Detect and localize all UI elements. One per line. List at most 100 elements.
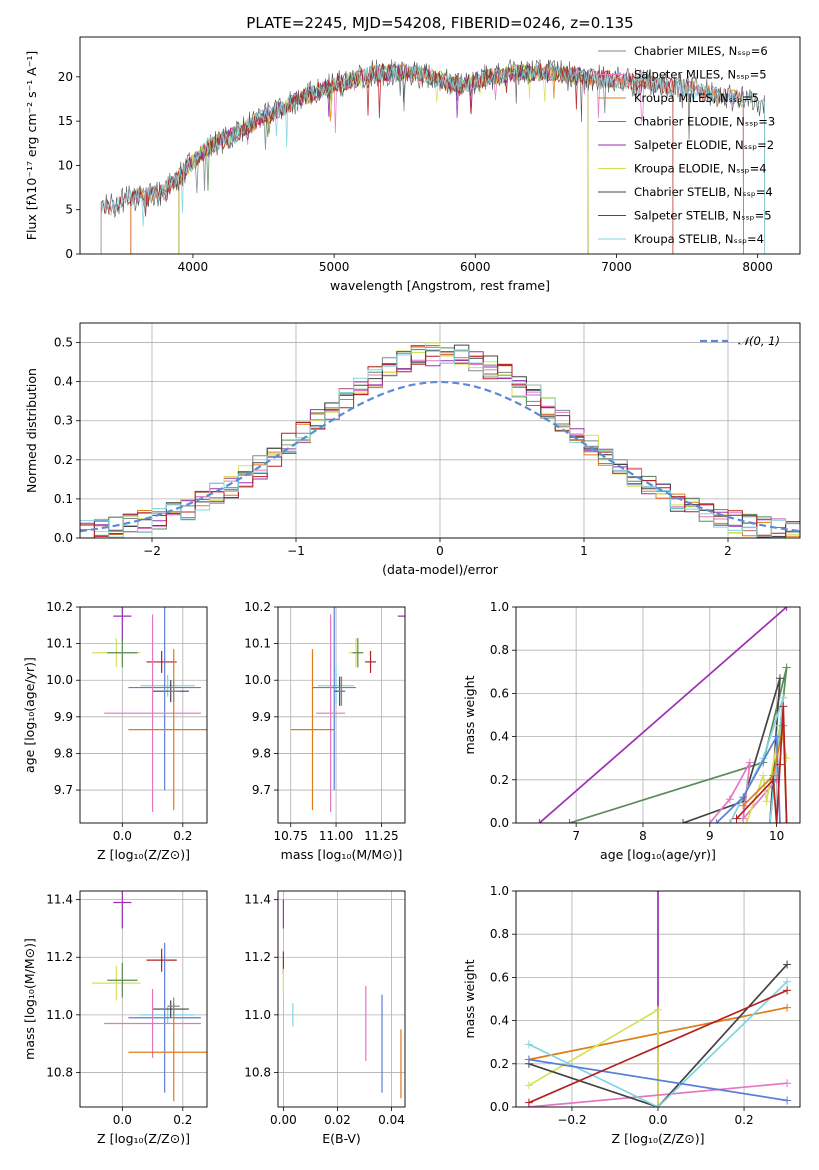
y-tick-label: 0.0 [54, 531, 73, 545]
weight-marker [765, 819, 774, 823]
axes-frame [515, 606, 801, 824]
weight-marker [779, 702, 788, 711]
weight-marker [732, 814, 741, 823]
y-tick-label: 0.0 [490, 1100, 509, 1114]
panel-mass_Z: 0.0 0.2 10.8 11.0 11.2 11.4 Z [log₁₀(Z/Z⊙)] mas… [22, 890, 208, 1146]
weight-marker [759, 771, 768, 780]
x-tick-label: 7000 [601, 260, 632, 274]
y-tick-label: 9.7 [54, 783, 73, 797]
weight-line [528, 981, 788, 1107]
y-tick-label: 9.8 [252, 746, 271, 760]
panel-mass_ebv: 0.00 0.02 0.04 10.8 11.0 11.2 11.4 E(B-V) [244, 890, 406, 1146]
x-tick-label: 0.00 [270, 1113, 297, 1127]
panel-age_Z: 0.0 0.2 9.7 9.8 9.9 10.0 10.1 10.2 Z [log₁₀(Z/Z⊙… [22, 600, 208, 862]
weight-marker [742, 819, 751, 823]
x-tick-label: 0.02 [324, 1113, 351, 1127]
weight-marker [535, 819, 544, 823]
plot-area [290, 607, 405, 813]
panel-residuals: −2 −1 0 1 2 0.0 0.1 0.2 0.3 0.4 0.5 (data-model)/er… [24, 322, 801, 577]
y-tick-label: 1.0 [490, 884, 509, 898]
x-tick-label: 11.25 [364, 829, 398, 843]
panel-weight_Z: −0.2 0.0 0.2 0.0 0.2 0.4 0.6 0.8 1.0 Z [log₁₀(Z/Z… [462, 884, 801, 1146]
y-tick-label: 0.2 [490, 773, 509, 787]
spectrum-line [178, 64, 589, 254]
axes-frame [277, 606, 406, 824]
x-tick-label: 10.75 [274, 829, 308, 843]
weight-marker [775, 819, 784, 823]
legend-entry: Salpeter ELODIE, Nₛₛₚ=2 [634, 138, 774, 152]
y-axis-label: mass weight [462, 675, 477, 754]
x-tick-label: −0.2 [557, 1113, 586, 1127]
x-axis-label: Z [log₁₀(Z/Z⊙)] [97, 1131, 190, 1146]
x-tick-label: 0.0 [648, 1113, 667, 1127]
legend-entry: Chabrier ELODIE, Nₛₛₚ=3 [634, 115, 775, 129]
x-tick-label: 1 [580, 544, 588, 558]
plot-area [524, 891, 792, 1107]
weight-marker [712, 819, 721, 823]
plot-area [535, 607, 791, 823]
weight-marker [524, 1081, 533, 1090]
weight-marker [775, 760, 784, 769]
axes-frame [79, 36, 801, 255]
spectrum-line [178, 63, 589, 254]
legend-entry: Salpeter STELIB, Nₛₛₚ=5 [634, 209, 772, 223]
weight-line [538, 607, 788, 823]
y-tick-label: 10.2 [244, 600, 271, 614]
y-tick-label: 9.9 [54, 710, 73, 724]
x-tick-label: 0.0 [113, 1113, 132, 1127]
x-tick-label: 8 [639, 829, 647, 843]
weight-marker [783, 1096, 792, 1105]
y-tick-label: 5 [65, 203, 73, 217]
weight-marker [654, 1005, 662, 1014]
x-tick-label: 0.2 [735, 1113, 754, 1127]
x-tick-label: 4000 [178, 260, 209, 274]
x-tick-label: 6000 [460, 260, 491, 274]
weight-line [528, 1008, 659, 1107]
x-tick-label: 0 [436, 544, 444, 558]
y-tick-label: 0.4 [490, 1014, 509, 1028]
y-tick-label: 10.1 [46, 637, 73, 651]
legend-entry: Chabrier MILES, Nₛₛₚ=6 [634, 44, 768, 58]
y-tick-label: 10 [58, 158, 73, 172]
x-axis-label: wavelength [Angstrom, rest frame] [330, 278, 550, 293]
weight-marker [524, 1040, 533, 1049]
x-axis-label: Z [log₁₀(Z/Z⊙)] [612, 1131, 705, 1146]
axes-frame [277, 890, 406, 1108]
weight-marker [772, 819, 781, 823]
y-axis-label: Normed distribution [24, 368, 39, 493]
weight-line [735, 706, 788, 823]
y-tick-label: 9.9 [252, 710, 271, 724]
panel-spectrum: 4000 5000 6000 7000 8000 0 5 10 15 20 wavelength [… [24, 36, 801, 293]
y-tick-label: 11.0 [244, 1008, 271, 1022]
weight-marker [565, 819, 574, 823]
weight-marker [739, 814, 748, 823]
weight-marker [779, 693, 788, 702]
y-tick-label: 0.0 [490, 816, 509, 830]
weight-marker [783, 986, 792, 995]
y-tick-label: 10.1 [244, 637, 271, 651]
y-tick-label: 0.1 [54, 492, 73, 506]
spectrum-line [178, 63, 589, 254]
axes-frame [79, 322, 801, 539]
y-tick-label: 11.2 [46, 950, 73, 964]
weight-marker [775, 674, 784, 683]
gaussian-curve [80, 380, 800, 533]
y-tick-label: 0.6 [490, 686, 509, 700]
x-tick-label: 0.0 [113, 829, 132, 843]
y-tick-label: 0.4 [54, 375, 73, 389]
weight-marker [654, 891, 662, 895]
weight-marker [762, 797, 771, 806]
y-axis-label: mass weight [462, 959, 477, 1038]
weight-marker [782, 663, 791, 672]
histogram-step [80, 347, 800, 538]
plot-area [80, 342, 800, 538]
x-axis-label: E(B-V) [322, 1131, 361, 1146]
x-axis-label: (data-model)/error [382, 562, 499, 577]
x-tick-label: −2 [143, 544, 161, 558]
weight-marker [783, 977, 792, 986]
weight-marker [782, 607, 791, 611]
panel-age_mass: 10.75 11.00 11.25 9.7 9.8 9.9 10.0 10.1 10.2 mass… [244, 600, 406, 862]
y-tick-label: 10.0 [46, 673, 73, 687]
weight-line [528, 1058, 788, 1102]
y-tick-label: 0.8 [490, 927, 509, 941]
